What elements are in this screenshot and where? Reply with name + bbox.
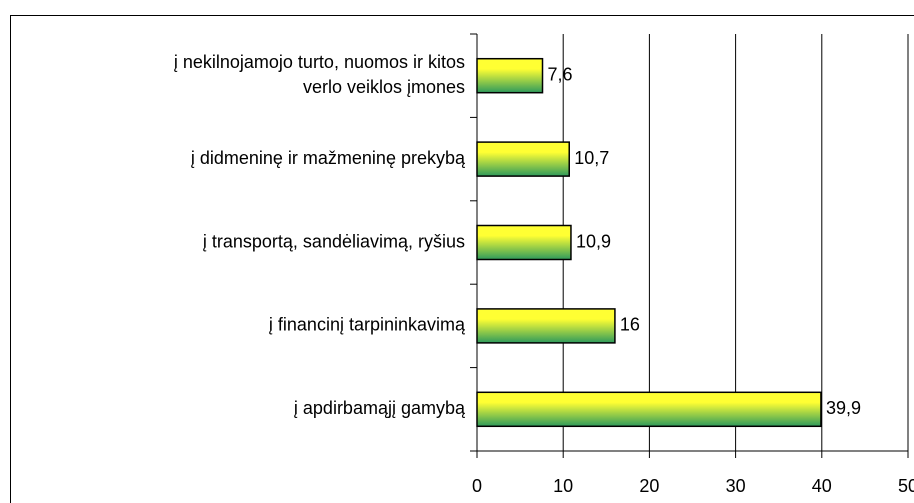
bar xyxy=(476,308,616,344)
y-tick-label: į apdirbamąjį gamybą xyxy=(294,398,466,418)
x-tick-label: 30 xyxy=(726,476,746,496)
data-label: 10,9 xyxy=(576,231,611,251)
y-tick-label: į nekilnojamojo turto, nuomos ir kitos xyxy=(174,52,465,72)
y-tick-label: į transportą, sandėliavimą, ryšius xyxy=(203,231,465,251)
data-label: 39,9 xyxy=(826,398,861,418)
data-label: 7,6 xyxy=(548,64,573,84)
y-tick-label: į didmeninę ir mažmeninę prekybą xyxy=(191,148,466,168)
data-label: 10,7 xyxy=(574,148,609,168)
bar xyxy=(476,57,544,94)
x-tick-label: 20 xyxy=(639,476,659,496)
y-tick-label: į financinį tarpininkavimą xyxy=(269,315,466,335)
x-tick-label: 40 xyxy=(812,476,832,496)
y-tick-label: verlo veiklos įmones xyxy=(303,77,465,97)
bar xyxy=(476,141,570,177)
bar xyxy=(476,391,822,428)
x-tick-label: 50 xyxy=(898,476,914,496)
data-label: 16 xyxy=(620,315,640,335)
x-tick-label: 10 xyxy=(553,476,573,496)
bar xyxy=(476,224,572,261)
x-tick-label: 0 xyxy=(472,476,482,496)
